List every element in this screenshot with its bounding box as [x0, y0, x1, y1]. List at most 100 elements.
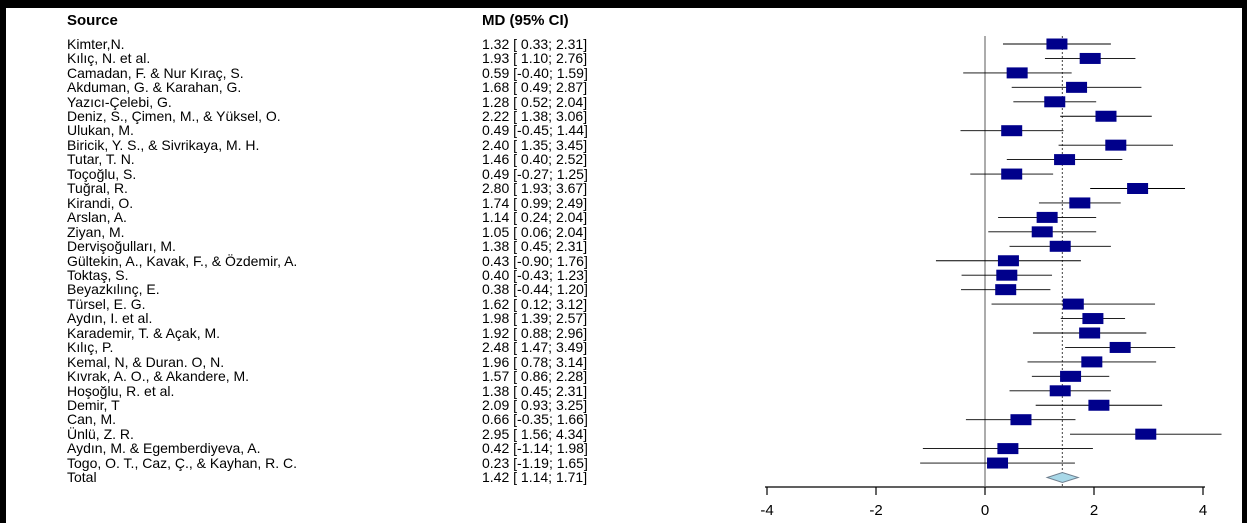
study-md-ci: 1.14 [ 0.24; 2.04]: [482, 209, 588, 226]
study-md-ci: 2.09 [ 0.93; 3.25]: [482, 397, 588, 414]
study-md-ci: 1.46 [ 0.40; 2.52]: [482, 151, 588, 168]
study-md-ci: 1.38 [ 0.45; 2.31]: [482, 238, 588, 255]
study-md-ci: 0.42 [-1.14; 1.98]: [482, 440, 588, 457]
study-md-ci: 0.59 [-0.40; 1.59]: [482, 64, 588, 81]
effect-square: [1105, 139, 1127, 151]
effect-square: [1081, 356, 1103, 368]
study-md-ci: 1.74 [ 0.99; 2.49]: [482, 194, 588, 211]
study-source: Ünlü, Z. R.: [67, 425, 134, 442]
effect-square: [1066, 81, 1088, 93]
effect-square: [1079, 52, 1101, 64]
study-source: Demir, T: [67, 397, 120, 414]
effect-square: [1054, 154, 1076, 166]
effect-square: [1109, 341, 1131, 353]
study-source: Toktaş, S.: [67, 266, 129, 283]
study-source: Hoşoğlu, R. et al.: [67, 382, 175, 399]
effect-square: [1031, 226, 1053, 238]
study-md-ci: 0.38 [-0.44; 1.20]: [482, 281, 588, 298]
study-source: Deniz, S., Çimen, M., & Yüksel, O.: [67, 108, 281, 125]
study-md-ci: 2.40 [ 1.35; 3.45]: [482, 136, 588, 153]
study-md-ci: 2.48 [ 1.47; 3.49]: [482, 339, 588, 356]
study-md-ci: 1.62 [ 0.12; 3.12]: [482, 295, 588, 312]
study-source: Tutar, T. N.: [67, 151, 135, 168]
effect-square: [1095, 110, 1117, 122]
study-md-ci: 1.98 [ 1.39; 2.57]: [482, 310, 588, 327]
effect-square: [997, 255, 1019, 267]
effect-square: [1006, 67, 1028, 79]
study-md-ci: 0.66 [-0.35; 1.66]: [482, 411, 588, 428]
study-source: Togo, O. T., Caz, Ç., & Kayhan, R. C.: [67, 454, 298, 471]
study-source: Akduman, G. & Karahan, G.: [67, 79, 242, 96]
study-source: Kılıç, P.: [67, 339, 114, 356]
effect-square: [995, 284, 1017, 296]
study-md-ci: 1.93 [ 1.10; 2.76]: [482, 50, 588, 67]
effect-square: [1135, 428, 1157, 440]
effect-square: [1127, 183, 1149, 194]
effect-square: [1036, 211, 1058, 223]
effect-square: [1001, 168, 1023, 180]
pooled-diamond: [1045, 471, 1080, 484]
study-md-ci: 0.40 [-0.43; 1.23]: [482, 266, 588, 283]
study-md-ci: 1.68 [ 0.49; 2.87]: [482, 79, 588, 96]
study-source: Kılıç, N. et al.: [67, 50, 151, 67]
effect-square: [1044, 96, 1066, 108]
study-source: Yazıcı-Çelebi, G.: [67, 93, 172, 110]
study-source: Ziyan, M.: [67, 223, 125, 240]
study-source: Dervişoğulları, M.: [67, 238, 176, 255]
effect-square: [1046, 38, 1068, 50]
study-md-ci: 0.49 [-0.45; 1.44]: [482, 122, 588, 139]
study-md-ci: 1.28 [ 0.52; 2.04]: [482, 93, 588, 110]
study-md-ci: 0.23 [-1.19; 1.65]: [482, 454, 588, 471]
study-md-ci: 1.38 [ 0.45; 2.31]: [482, 382, 588, 399]
effect-square: [997, 443, 1019, 455]
x-tick-label: 0: [981, 502, 989, 519]
study-md-ci: 1.96 [ 0.78; 3.14]: [482, 353, 588, 370]
study-source: Can, M.: [67, 411, 117, 428]
study-source: Aydın, I. et al.: [67, 310, 153, 327]
study-source: Kıvrak, A. O., & Akandere, M.: [67, 368, 250, 385]
study-md-ci: 0.43 [-0.90; 1.76]: [482, 252, 588, 269]
study-md-ci: 2.80 [ 1.93; 3.67]: [482, 180, 588, 197]
study-source: Ulukan, M.: [67, 122, 134, 139]
study-source: Kirandi, O.: [67, 194, 134, 211]
study-md-ci: 2.95 [ 1.56; 4.34]: [482, 425, 588, 442]
total-label: Total: [67, 469, 97, 486]
study-source: Arslan, A.: [67, 209, 127, 226]
study-source: Toçoğlu, S.: [67, 165, 137, 182]
effect-square: [1010, 414, 1032, 426]
study-source: Gültekin, A., Kavak, F., & Özdemir, A.: [67, 252, 298, 269]
source-column-header: Source: [67, 12, 118, 29]
study-md-ci: 2.22 [ 1.38; 3.06]: [482, 108, 588, 125]
effect-square: [1082, 313, 1104, 325]
effect-square: [1079, 327, 1101, 339]
study-md-ci: 1.92 [ 0.88; 2.96]: [482, 324, 588, 341]
study-md-ci: 1.32 [ 0.33; 2.31]: [482, 35, 588, 52]
effect-square: [1069, 197, 1091, 209]
study-source: Kimter,N.: [67, 35, 125, 52]
effect-square: [987, 457, 1009, 469]
effect-square: [996, 269, 1018, 281]
total-md-ci: 1.42 [ 1.14; 1.71]: [482, 469, 588, 486]
effect-square: [1049, 385, 1071, 397]
study-source: Camadan, F. & Nur Kıraç, S.: [67, 64, 244, 81]
x-tick-label: -4: [760, 502, 773, 519]
study-md-ci: 0.49 [-0.27; 1.25]: [482, 165, 588, 182]
effect-square: [1060, 370, 1082, 382]
study-source: Kemal, N, & Duran. O, N.: [67, 353, 225, 370]
x-tick-label: -2: [869, 502, 882, 519]
x-tick-label: 2: [1090, 502, 1098, 519]
effect-square: [1049, 240, 1071, 252]
x-tick-label: 4: [1199, 502, 1207, 519]
study-source: Aydın, M. & Egemberdiyeva, A.: [67, 440, 261, 457]
effect-square: [1062, 298, 1084, 310]
study-md-ci: 1.57 [ 0.86; 2.28]: [482, 368, 588, 385]
study-source: Tuğral, R.: [67, 180, 128, 197]
md-column-header: MD (95% CI): [482, 12, 569, 29]
effect-square: [1088, 399, 1110, 411]
study-source: Türsel, E. G.: [67, 295, 146, 312]
study-source: Beyazkılınç, E.: [67, 281, 160, 298]
study-source: Karademir, T. & Açak, M.: [67, 324, 221, 341]
effect-square: [1001, 125, 1023, 137]
